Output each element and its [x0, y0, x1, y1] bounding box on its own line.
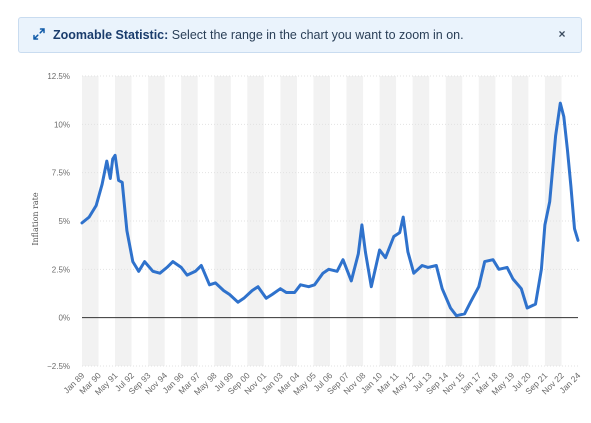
banner-text: Zoomable Statistic: Select the range in …: [53, 28, 464, 42]
y-tick-label: 7.5%: [52, 169, 70, 178]
banner-message: Select the range in the chart you want t…: [168, 28, 464, 42]
background-band: [313, 76, 330, 366]
y-tick-label: 2.5%: [52, 265, 70, 274]
series-line: [80, 101, 580, 318]
background-band: [214, 76, 231, 366]
y-tick-label: 12.5%: [47, 72, 70, 81]
background-band: [115, 76, 132, 366]
y-tick-label: 5%: [58, 217, 70, 226]
background-band: [82, 76, 99, 366]
zoom-banner: Zoomable Statistic: Select the range in …: [18, 17, 582, 53]
background-band: [148, 76, 165, 366]
y-axis-label: Inflation rate: [31, 192, 40, 246]
expand-arrows-icon: [33, 28, 45, 40]
background-band: [379, 76, 397, 366]
close-icon[interactable]: ×: [558, 27, 566, 41]
background-band: [280, 76, 297, 366]
background-band: [247, 76, 264, 366]
series-group: [80, 101, 580, 318]
y-axis: −2.5% 0% 2.5% 5% 7.5% 10% 12.5%: [47, 72, 578, 371]
background-band: [346, 76, 364, 366]
banner-title: Zoomable Statistic:: [53, 28, 169, 42]
background-bands: [82, 76, 562, 366]
background-band: [181, 76, 198, 366]
y-tick-label: 10%: [54, 120, 70, 129]
background-band: [412, 76, 430, 366]
y-tick-label: 0%: [58, 314, 70, 323]
y-tick-label: −2.5%: [47, 362, 70, 371]
